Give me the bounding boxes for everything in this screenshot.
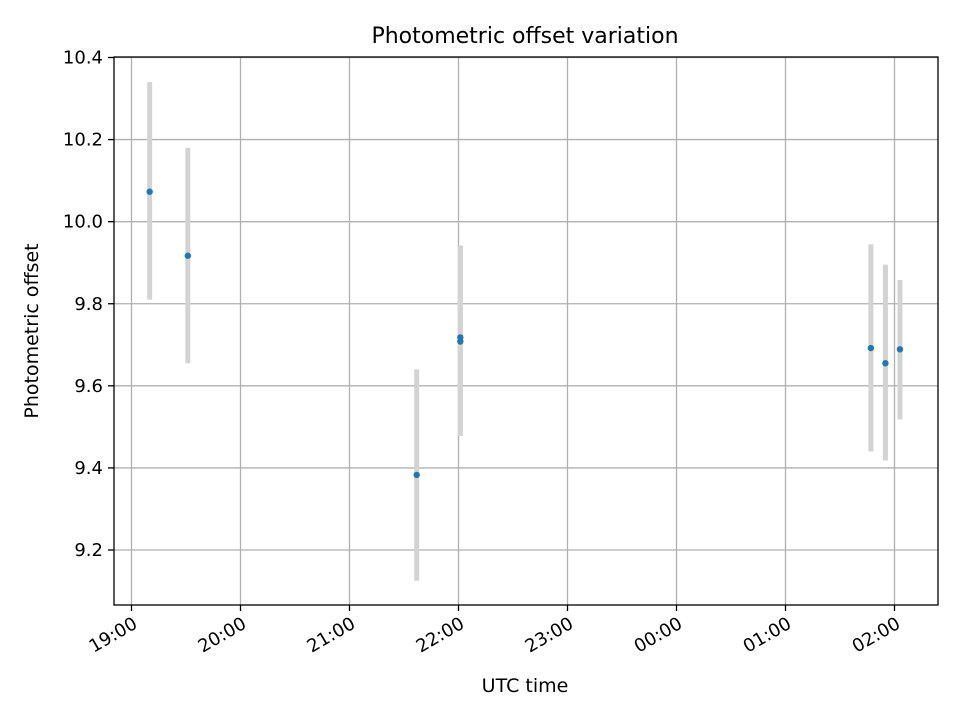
data-point bbox=[896, 346, 904, 353]
y-tick-label: 10.0 bbox=[63, 212, 103, 233]
y-tick-label: 10.2 bbox=[63, 130, 103, 151]
data-point bbox=[413, 471, 420, 479]
y-tick-label: 9.6 bbox=[74, 376, 103, 397]
y-tick-label: 9.8 bbox=[74, 294, 103, 315]
data-point bbox=[882, 360, 889, 367]
y-tick-label: 9.4 bbox=[74, 458, 103, 479]
data-point bbox=[457, 338, 464, 345]
y-tick-label: 9.2 bbox=[74, 540, 103, 561]
chart-title: Photometric offset variation bbox=[371, 24, 678, 49]
data-point bbox=[146, 188, 153, 195]
plot-frame bbox=[113, 56, 939, 606]
grid-lines bbox=[114, 56, 938, 605]
data-point bbox=[867, 344, 875, 352]
data-point bbox=[184, 252, 192, 259]
x-axis-label: UTC time bbox=[482, 675, 569, 697]
y-tick-label: 10.4 bbox=[63, 48, 103, 69]
data-series bbox=[146, 82, 904, 581]
y-axis-label: Photometric offset bbox=[21, 243, 43, 418]
